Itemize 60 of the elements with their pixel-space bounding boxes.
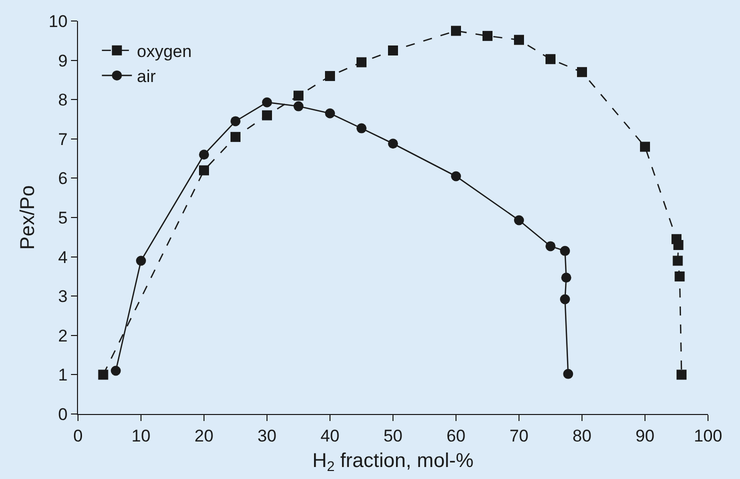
point bbox=[514, 34, 524, 45]
y-tick-label: 9 bbox=[58, 51, 68, 70]
point bbox=[136, 256, 146, 266]
point bbox=[676, 370, 687, 380]
point bbox=[262, 110, 272, 120]
legend-label: air bbox=[136, 67, 156, 86]
point bbox=[199, 150, 209, 160]
x-tick-label: 100 bbox=[694, 426, 722, 446]
x-tick-label: 40 bbox=[320, 426, 340, 446]
point bbox=[514, 215, 524, 226]
point bbox=[356, 57, 366, 68]
y-tick-label: 5 bbox=[58, 208, 68, 228]
point bbox=[451, 171, 461, 182]
point bbox=[563, 368, 574, 379]
point bbox=[98, 370, 108, 380]
x-tick-label: 10 bbox=[132, 426, 150, 446]
y-tick-label: 0 bbox=[58, 404, 68, 424]
y-tick-label: 8 bbox=[58, 90, 68, 110]
point bbox=[546, 54, 556, 64]
point bbox=[110, 366, 121, 376]
point bbox=[546, 241, 556, 252]
point bbox=[325, 108, 335, 118]
point bbox=[294, 90, 304, 101]
point bbox=[640, 142, 650, 152]
point bbox=[388, 138, 398, 149]
point bbox=[560, 294, 570, 304]
x-tick-label: 30 bbox=[258, 426, 276, 446]
point bbox=[325, 71, 335, 82]
y-tick-label: 4 bbox=[58, 248, 68, 267]
x-tick-label: 0 bbox=[73, 426, 83, 446]
y-axis-title: Pex/Po bbox=[17, 185, 40, 250]
point bbox=[451, 26, 461, 36]
point bbox=[230, 116, 240, 126]
y-tick-label: 7 bbox=[58, 130, 68, 149]
point bbox=[294, 101, 304, 112]
x-tick-label: 70 bbox=[510, 426, 528, 446]
point bbox=[199, 165, 209, 176]
x-tick-label: 90 bbox=[636, 426, 654, 446]
point bbox=[577, 67, 587, 78]
y-tick-label: 1 bbox=[58, 366, 68, 385]
x-axis-title: H$_{2}$ fraction, mol-% bbox=[312, 450, 474, 474]
x-tick-label: 20 bbox=[194, 426, 214, 446]
legend-label: oxygen bbox=[136, 42, 192, 61]
point bbox=[673, 240, 684, 250]
y-tick-label: 3 bbox=[58, 287, 68, 306]
point bbox=[482, 30, 492, 41]
x-tick-label: 60 bbox=[446, 426, 466, 446]
y-tick-label: 10 bbox=[48, 12, 68, 31]
point bbox=[388, 45, 398, 56]
point bbox=[674, 271, 685, 282]
point bbox=[230, 132, 240, 142]
point bbox=[672, 256, 683, 266]
point bbox=[560, 246, 570, 256]
y-tick-label: 2 bbox=[58, 326, 68, 346]
x-tick-label: 50 bbox=[384, 426, 402, 446]
point bbox=[262, 97, 272, 108]
y-tick-label: 6 bbox=[58, 169, 68, 188]
point bbox=[356, 123, 366, 134]
x-tick-label: 80 bbox=[572, 426, 592, 446]
point bbox=[561, 272, 572, 283]
